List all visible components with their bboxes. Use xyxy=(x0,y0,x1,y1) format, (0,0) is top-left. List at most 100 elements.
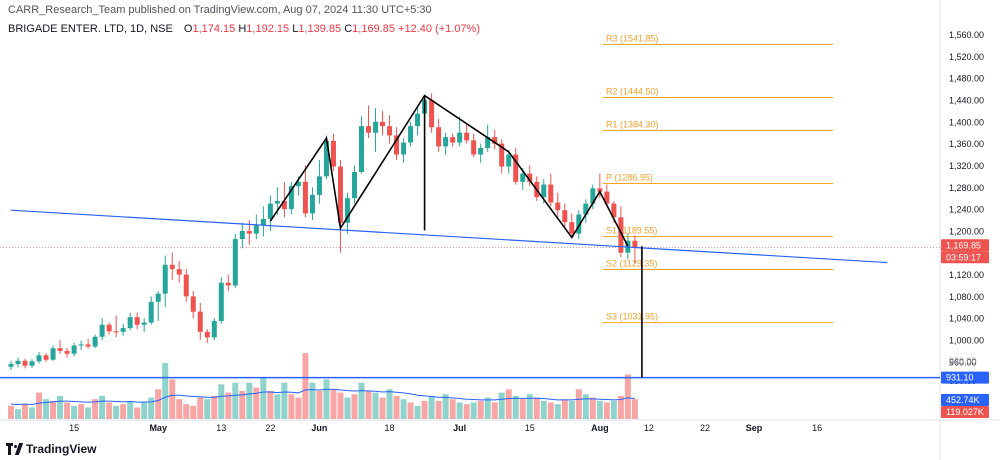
last-price-badge-bg xyxy=(941,239,989,252)
change-value: +12.40 (+1.07%) xyxy=(398,23,480,35)
volume-bar xyxy=(631,399,638,419)
volume-bar xyxy=(15,409,22,419)
volume-bar xyxy=(169,379,176,419)
candle-body xyxy=(288,186,294,210)
close-value: 1,169.85 xyxy=(352,23,395,35)
candle-body xyxy=(29,361,35,366)
tradingview-branding[interactable]: TradingView xyxy=(6,440,96,458)
volume-bar xyxy=(624,374,631,419)
pattern-line xyxy=(269,94,629,247)
volume-bars xyxy=(8,353,638,419)
candle-body xyxy=(253,225,259,234)
candle-body xyxy=(464,132,470,141)
legend: BRIGADE ENTER. LTD, 1D, NSE O1,174.15 H1… xyxy=(8,23,480,35)
pivot-label: S3 (1031.95) xyxy=(606,312,658,322)
candle-body xyxy=(436,127,442,147)
candle-body xyxy=(562,210,568,223)
volume-ma-line xyxy=(10,388,635,405)
candle-body xyxy=(323,140,329,177)
time-tick-label: 18 xyxy=(385,423,395,433)
candle-body xyxy=(513,154,519,182)
price-tick-label: 1,280.00 xyxy=(949,183,984,193)
volume-bar xyxy=(344,397,351,419)
level-badge-text: 931.10 xyxy=(946,373,974,383)
candle-body xyxy=(190,296,196,312)
candle-body xyxy=(485,137,491,148)
countdown-badge-bg xyxy=(941,251,989,264)
volume-bar xyxy=(120,404,127,419)
candle-body xyxy=(499,143,505,167)
candle-body xyxy=(78,344,84,346)
volume-bar xyxy=(309,382,316,419)
time-tick-label: 16 xyxy=(812,423,822,433)
candle-body xyxy=(611,203,617,218)
volume-bar xyxy=(561,399,568,419)
volume-bar xyxy=(414,405,421,419)
candle-body xyxy=(366,126,372,133)
volume-bar xyxy=(99,395,106,419)
volume-bar xyxy=(57,395,64,419)
volume-bar xyxy=(43,399,50,419)
volume-bar xyxy=(29,407,36,419)
candle-body xyxy=(71,345,77,354)
countdown-badge-text: 03:59:17 xyxy=(946,252,981,262)
candle-body xyxy=(148,301,154,323)
price-tick-label: 1,440.00 xyxy=(949,95,984,105)
volume-bar xyxy=(197,397,204,419)
candle-body xyxy=(408,126,414,143)
volume-bar xyxy=(603,402,610,419)
time-tick-label: Jun xyxy=(311,423,327,433)
volume-bar xyxy=(281,382,288,419)
volume-bar xyxy=(330,389,337,419)
candle-body xyxy=(218,282,224,321)
price-tick-label: 960.00 xyxy=(949,357,977,367)
low-label: L xyxy=(292,23,299,35)
candle-body xyxy=(281,200,287,210)
candle-body xyxy=(520,173,526,182)
level-badge-bg xyxy=(941,371,989,384)
volume-badge-text: 119.027K xyxy=(946,407,984,417)
candle-body xyxy=(373,121,379,133)
volume-bar xyxy=(239,390,246,419)
candle-body xyxy=(337,166,343,223)
candle-body xyxy=(541,184,547,198)
volume-bar xyxy=(365,390,372,419)
candle-body xyxy=(597,188,603,192)
volume-bar xyxy=(260,377,267,419)
volume-bar xyxy=(547,402,554,419)
symbol-name[interactable]: BRIGADE ENTER. LTD, 1D, NSE xyxy=(8,23,173,35)
volume-bar xyxy=(253,387,260,419)
volume-ma-badge-bg xyxy=(941,394,989,406)
time-tick-label: Aug xyxy=(591,423,609,433)
volume-bar xyxy=(477,400,484,419)
volume-bar xyxy=(484,397,491,419)
high-label: H xyxy=(238,23,247,35)
price-tick-label: 1,360.00 xyxy=(949,139,984,149)
volume-bar xyxy=(456,402,463,419)
time-tick-label: 22 xyxy=(265,423,275,433)
volume-bar xyxy=(8,405,14,419)
candle-body xyxy=(401,142,407,155)
price-tick-label: 1,200.00 xyxy=(949,226,984,236)
volume-bar xyxy=(288,394,295,419)
candle-body xyxy=(380,121,386,127)
price-tick-label: 1,000.00 xyxy=(949,336,984,346)
volume-bar xyxy=(400,399,407,419)
candle-body xyxy=(141,322,147,325)
candle-body xyxy=(471,140,477,155)
time-tick-label: 13 xyxy=(216,423,226,433)
candle-body xyxy=(457,132,463,143)
volume-bar xyxy=(113,405,120,419)
volume-bar xyxy=(498,392,505,419)
candle-body xyxy=(134,317,140,325)
candle-body xyxy=(211,320,217,338)
candle-body xyxy=(555,202,561,211)
volume-bar xyxy=(589,397,596,419)
price-tick-label: 1,320.00 xyxy=(949,161,984,171)
volume-bar xyxy=(78,404,85,419)
volume-bar xyxy=(50,400,57,419)
candle-body xyxy=(22,360,28,366)
candle-body xyxy=(394,135,400,155)
volume-bar xyxy=(428,395,435,419)
